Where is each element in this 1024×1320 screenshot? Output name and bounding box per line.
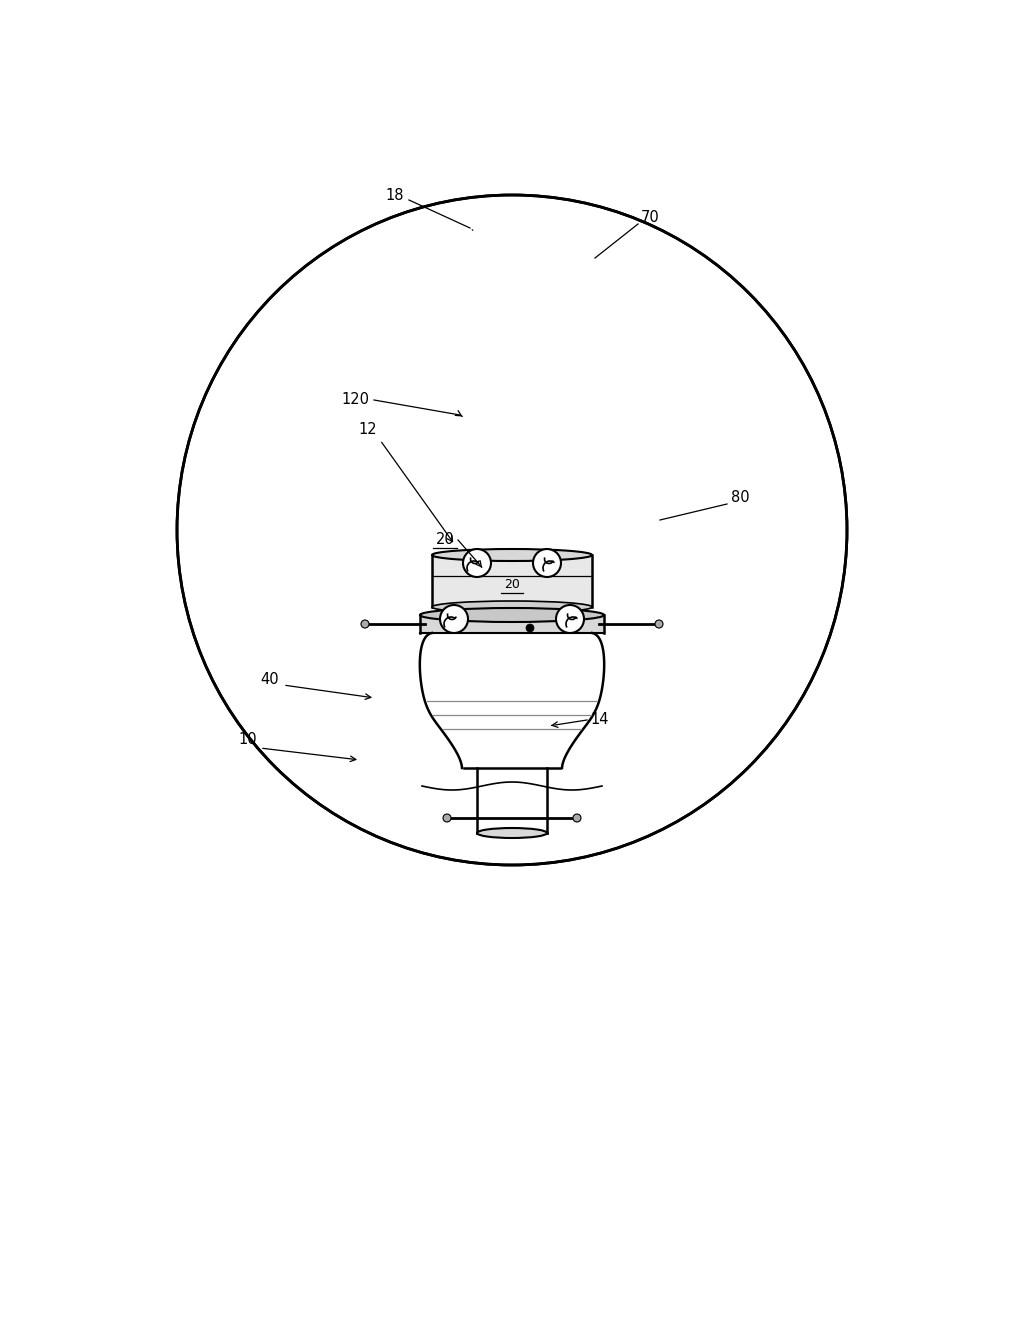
Polygon shape <box>553 591 761 780</box>
Ellipse shape <box>432 549 592 561</box>
Polygon shape <box>188 562 455 630</box>
Polygon shape <box>438 231 505 498</box>
Circle shape <box>177 195 847 865</box>
Text: 120: 120 <box>341 392 369 408</box>
Polygon shape <box>565 421 818 537</box>
Circle shape <box>463 549 490 577</box>
Circle shape <box>655 620 663 628</box>
Polygon shape <box>304 599 479 818</box>
Polygon shape <box>551 318 750 516</box>
Ellipse shape <box>420 609 604 622</box>
Polygon shape <box>512 614 546 884</box>
Circle shape <box>443 814 451 822</box>
Ellipse shape <box>472 195 552 205</box>
Text: FIG. 4: FIG. 4 <box>453 1053 571 1086</box>
Circle shape <box>361 620 369 628</box>
Ellipse shape <box>460 193 564 207</box>
Circle shape <box>526 624 534 632</box>
Polygon shape <box>535 606 667 851</box>
Circle shape <box>0 0 1024 1065</box>
Polygon shape <box>571 539 842 558</box>
Polygon shape <box>566 570 824 673</box>
Text: 20: 20 <box>435 532 455 548</box>
Text: 18: 18 <box>386 187 404 202</box>
Bar <box>474 205 550 554</box>
Text: 20: 20 <box>504 578 520 591</box>
Bar <box>460 201 564 222</box>
Text: 14: 14 <box>591 713 609 727</box>
Polygon shape <box>421 611 502 875</box>
Polygon shape <box>318 281 482 510</box>
Text: 70: 70 <box>641 210 659 226</box>
Ellipse shape <box>432 601 592 612</box>
Polygon shape <box>532 253 656 503</box>
Text: Patent Application Publication: Patent Application Publication <box>90 59 365 77</box>
Bar <box>474 205 550 554</box>
Ellipse shape <box>477 828 547 838</box>
Text: 80: 80 <box>731 491 750 506</box>
Polygon shape <box>239 362 466 525</box>
Circle shape <box>556 605 584 634</box>
Circle shape <box>534 549 561 577</box>
Text: US 2008/0202570 A1: US 2008/0202570 A1 <box>725 59 914 77</box>
Text: Aug. 28, 2008  Sheet 5 of 6: Aug. 28, 2008 Sheet 5 of 6 <box>293 59 537 77</box>
Circle shape <box>440 605 468 634</box>
Text: 10: 10 <box>239 733 257 747</box>
Polygon shape <box>188 480 455 548</box>
Ellipse shape <box>472 195 552 205</box>
Bar <box>432 554 592 607</box>
Bar <box>474 205 550 554</box>
Bar <box>477 768 547 833</box>
Bar <box>460 201 564 222</box>
Polygon shape <box>229 582 464 734</box>
Circle shape <box>573 814 581 822</box>
Ellipse shape <box>460 194 564 206</box>
Bar <box>420 615 604 634</box>
Ellipse shape <box>460 215 564 228</box>
Text: 12: 12 <box>358 422 377 437</box>
Text: 40: 40 <box>261 672 280 688</box>
